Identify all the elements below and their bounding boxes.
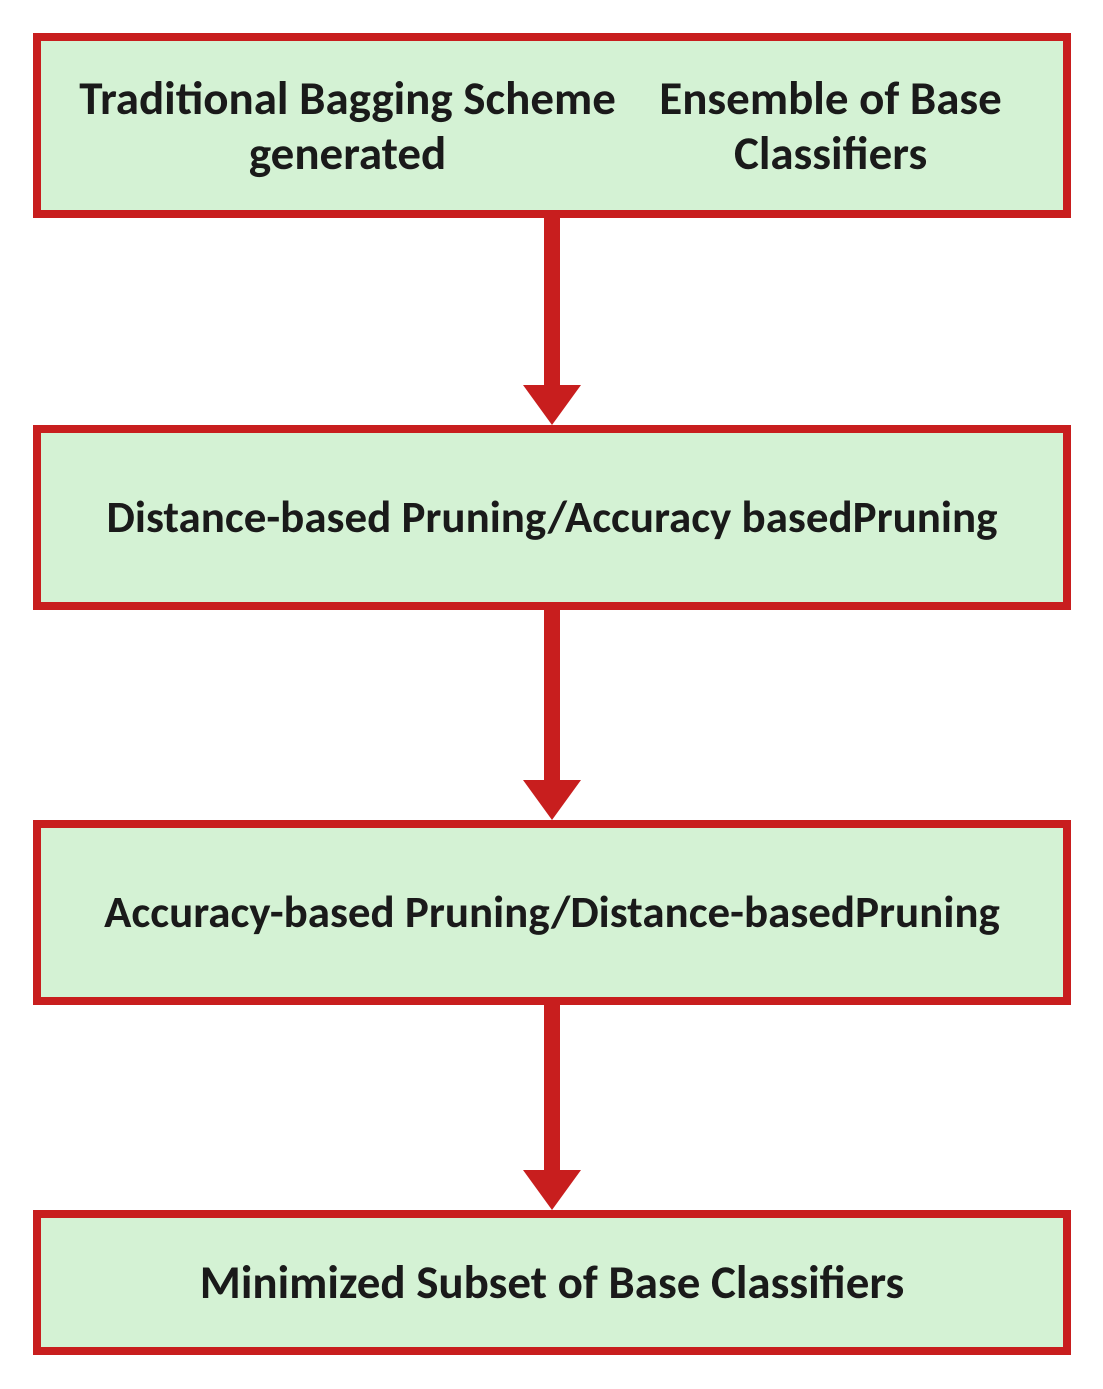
flow-arrow	[523, 218, 581, 425]
flow-arrow	[523, 610, 581, 820]
flow-node-text: Ensemble of Base Classifiers	[626, 71, 1035, 179]
flow-arrow	[523, 1005, 581, 1210]
flow-node-text: Minimized Subset of Base Classifiers	[200, 1255, 905, 1309]
arrow-head-icon	[523, 385, 581, 425]
flow-node-text: Distance-based Pruning/Accuracy based	[107, 492, 853, 544]
flow-node-text: Pruning	[853, 492, 998, 544]
arrow-head-icon	[523, 1170, 581, 1210]
flow-node-n2: Distance-based Pruning/Accuracy basedPru…	[33, 425, 1071, 610]
flow-node-text: Accuracy-based Pruning/Distance-based	[104, 887, 855, 939]
arrow-shaft	[544, 1005, 560, 1170]
flow-node-n1: Traditional Bagging Scheme generatedEnse…	[33, 33, 1071, 218]
flow-node-text: Traditional Bagging Scheme generated	[69, 71, 626, 179]
flow-node-n4: Minimized Subset of Base Classifiers	[33, 1210, 1071, 1355]
arrow-head-icon	[523, 780, 581, 820]
arrow-shaft	[544, 610, 560, 780]
flowchart-canvas: Traditional Bagging Scheme generatedEnse…	[0, 0, 1103, 1389]
flow-node-n3: Accuracy-based Pruning/Distance-basedPru…	[33, 820, 1071, 1005]
arrow-shaft	[544, 218, 560, 385]
flow-node-text: Pruning	[855, 887, 1000, 939]
